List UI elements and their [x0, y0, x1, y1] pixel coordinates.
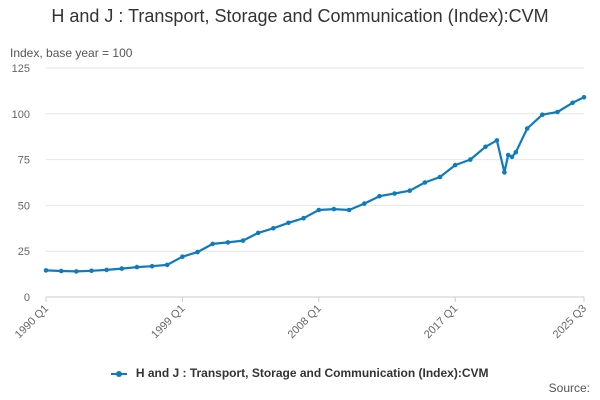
y-tick-label: 100 — [12, 109, 30, 121]
data-point — [502, 170, 507, 175]
axes: 0 25 50 75 100 125 1990 Q1 1999 Q1 2008 Q1 2017 Q… — [12, 63, 589, 341]
gridlines — [46, 67, 584, 252]
data-point — [149, 263, 155, 269]
data-point — [134, 264, 140, 270]
data-point — [555, 109, 560, 115]
x-tick-label: 2025 Q3 — [551, 303, 589, 341]
legend-label: H and J : Transport, Storage and Communi… — [135, 366, 489, 380]
y-tick-label: 50 — [18, 200, 30, 212]
data-point — [58, 268, 64, 274]
series-line — [45, 96, 585, 273]
data-point — [346, 207, 352, 213]
data-point — [468, 157, 473, 162]
data-point — [210, 241, 215, 247]
data-point — [119, 266, 125, 271]
data-point — [483, 144, 488, 150]
data-point — [362, 201, 367, 206]
data-point — [513, 150, 519, 155]
data-point — [180, 254, 185, 259]
y-axis-unit-label: Index, base year = 100 — [10, 46, 133, 60]
source-label: Source: — [548, 381, 590, 395]
data-point — [74, 269, 79, 274]
x-tick-label: 2008 Q1 — [286, 303, 324, 341]
data-point — [570, 100, 575, 106]
legend-swatch-icon — [111, 370, 128, 377]
data-point — [494, 138, 500, 143]
legend: H and J : Transport, Storage and Communi… — [0, 366, 600, 380]
data-point — [286, 220, 291, 226]
data-point — [225, 240, 231, 245]
data-point — [509, 154, 515, 160]
data-point — [316, 207, 322, 213]
data-point — [437, 174, 443, 180]
chart-title: H and J : Transport, Storage and Communi… — [51, 6, 549, 26]
data-point — [331, 206, 337, 212]
x-tick-label: 1990 Q1 — [13, 303, 51, 341]
data-point — [301, 215, 306, 221]
data-point — [377, 193, 382, 199]
data-point — [505, 152, 511, 158]
x-tick-label: 2017 Q1 — [422, 303, 460, 341]
y-tick-label: 0 — [24, 292, 30, 304]
data-point — [392, 191, 397, 196]
data-point — [524, 126, 530, 131]
x-tick-label: 1999 Q1 — [149, 303, 187, 341]
y-tick-label: 75 — [18, 155, 30, 167]
data-point — [104, 267, 109, 273]
data-point — [271, 226, 276, 231]
data-point — [407, 188, 413, 193]
data-point — [195, 249, 200, 255]
data-point — [422, 180, 428, 185]
y-tick-label: 125 — [12, 63, 30, 75]
data-point — [581, 95, 587, 100]
data-point — [89, 268, 94, 274]
data-point — [240, 238, 246, 243]
y-tick-label: 25 — [18, 246, 30, 258]
series-layer — [43, 95, 587, 274]
data-point — [164, 262, 170, 268]
data-point — [540, 112, 545, 117]
data-point — [452, 162, 458, 168]
data-point — [43, 268, 49, 273]
data-point — [255, 230, 261, 236]
